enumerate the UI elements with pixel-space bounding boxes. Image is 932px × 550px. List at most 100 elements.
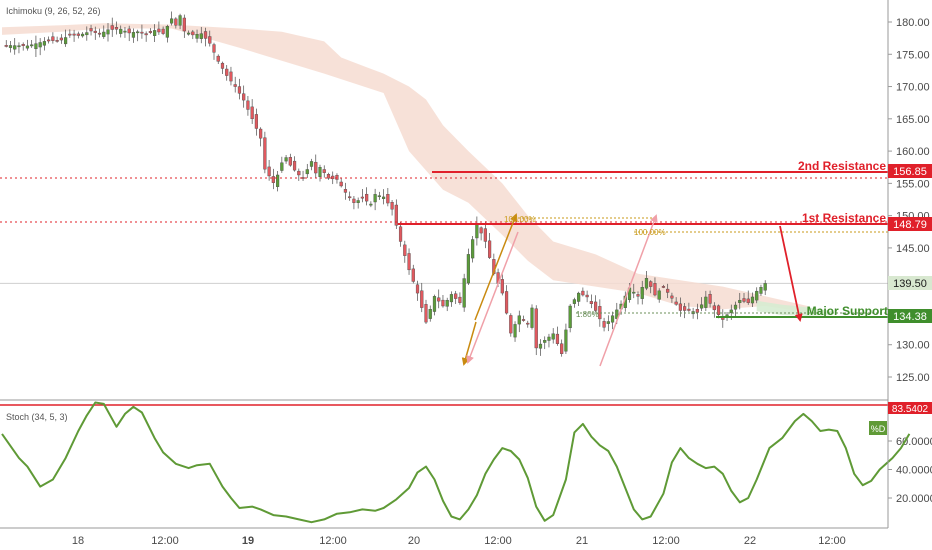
candle-body <box>165 25 169 38</box>
arrow-gold-down <box>461 321 477 366</box>
candle <box>746 290 750 305</box>
stoch-legend: Stoch (34, 5, 3) <box>6 412 68 422</box>
candle <box>153 24 157 43</box>
candle-body <box>301 177 305 179</box>
candle-body <box>398 226 403 242</box>
candle-body <box>365 193 369 202</box>
candle <box>602 317 606 332</box>
candle-body <box>242 93 246 101</box>
candle <box>661 284 666 289</box>
candle <box>59 34 63 44</box>
candle-body <box>127 28 131 34</box>
candle-body <box>80 33 85 37</box>
candle-body <box>415 284 420 294</box>
candle <box>551 328 555 344</box>
candle <box>530 304 534 330</box>
time-tick-label: 21 <box>576 535 588 547</box>
candle <box>428 305 432 322</box>
price-axis: 180.00175.00170.00165.00160.00155.00150.… <box>887 0 930 528</box>
candle-body <box>318 167 322 177</box>
candle-body <box>225 68 229 76</box>
tag-current-text: 139.50 <box>893 278 927 290</box>
candle <box>636 291 640 305</box>
candle <box>203 27 208 47</box>
candle-body <box>644 278 649 289</box>
candle <box>500 273 504 296</box>
candle <box>755 287 759 304</box>
candle <box>742 292 746 304</box>
candle <box>649 280 653 294</box>
candle-body <box>13 45 17 50</box>
candle-body <box>733 304 738 310</box>
candle <box>398 221 403 247</box>
candle-body <box>348 196 352 199</box>
candle-body <box>21 44 25 46</box>
candle-body <box>76 33 80 36</box>
candle-body <box>233 84 237 87</box>
candle <box>25 39 30 51</box>
candle-body <box>339 181 343 187</box>
candle-body <box>331 175 335 180</box>
candle-body <box>186 32 191 35</box>
price-tick-label: 145.00 <box>896 243 930 255</box>
candle-body <box>169 18 174 24</box>
candle <box>208 30 212 47</box>
arrow-pink-down-1 <box>466 231 519 364</box>
candle <box>343 182 348 200</box>
candle <box>462 273 466 312</box>
candle-body <box>309 161 314 167</box>
candle-body <box>195 34 199 39</box>
candle <box>538 339 543 356</box>
candle <box>21 42 25 51</box>
candle-body <box>475 224 479 239</box>
candle <box>89 24 93 36</box>
candle-body <box>594 301 598 311</box>
candle <box>441 294 445 308</box>
candle-body <box>25 45 30 49</box>
stoch-tick-label: 40.0000 <box>896 465 932 477</box>
price-grid <box>0 282 888 529</box>
candle-body <box>432 296 437 312</box>
candle <box>178 13 182 30</box>
candle <box>47 36 51 44</box>
candle <box>136 29 140 42</box>
tag-support: 134.38 <box>888 309 932 323</box>
candle-body <box>254 114 258 129</box>
candle <box>72 29 76 42</box>
candle-body <box>335 175 339 180</box>
candle <box>186 30 191 36</box>
candle <box>581 287 585 297</box>
time-tick-label: 22 <box>744 535 756 547</box>
candle-body <box>517 315 521 325</box>
candle <box>356 197 360 209</box>
candle <box>284 155 288 164</box>
candle-body <box>199 33 203 39</box>
candle <box>297 168 301 181</box>
candle <box>640 280 644 305</box>
candle-body <box>17 45 21 48</box>
price-tick-label: 180.00 <box>896 17 930 29</box>
candle <box>30 40 34 48</box>
candle <box>233 76 237 93</box>
candle <box>169 11 174 26</box>
candle-body <box>750 296 755 304</box>
candle <box>309 158 314 171</box>
candle-body <box>716 305 721 315</box>
candle <box>700 297 704 312</box>
candle <box>373 188 377 211</box>
candle <box>695 303 699 320</box>
candle-body <box>263 137 267 170</box>
arrow-pink-up <box>599 214 658 367</box>
candle <box>76 31 80 39</box>
candle-body <box>704 296 708 308</box>
candle <box>653 277 657 297</box>
candle-body <box>63 37 68 45</box>
candle <box>365 187 369 206</box>
candle <box>339 177 343 188</box>
candle-body <box>407 253 411 271</box>
candle-body <box>572 299 576 304</box>
candle-body <box>687 308 691 311</box>
candle <box>678 297 682 317</box>
cloud-area <box>2 23 808 313</box>
